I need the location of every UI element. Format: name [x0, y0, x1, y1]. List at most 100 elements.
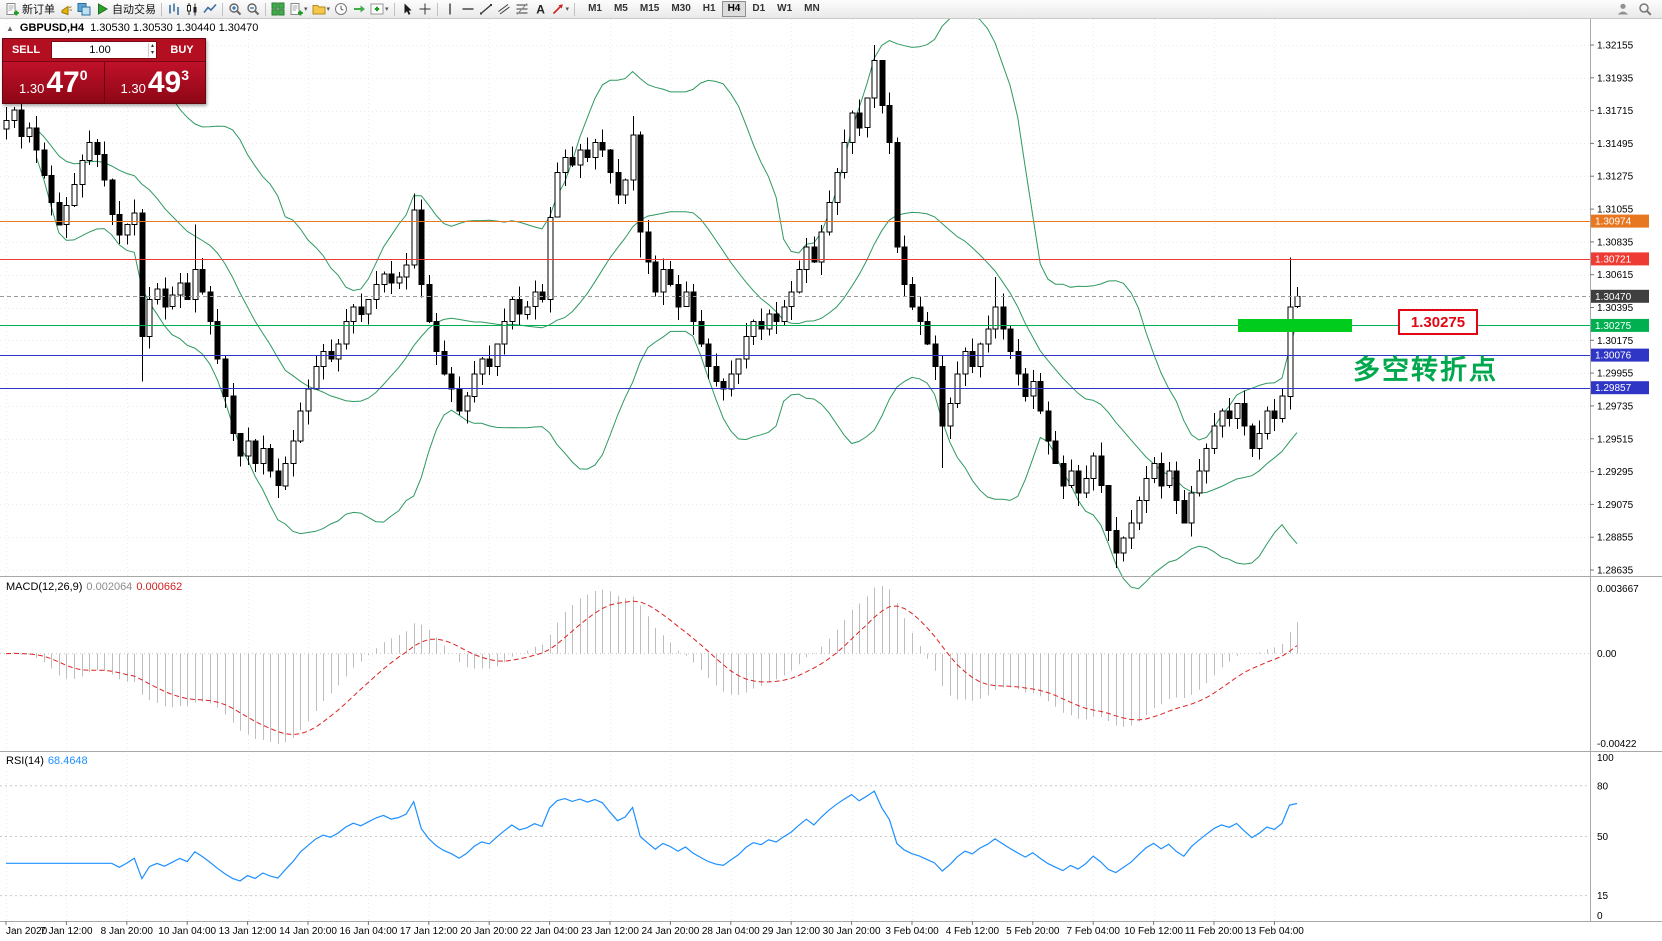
macd-panel-series	[0, 586, 1590, 744]
autotrading-button[interactable]: 自动交易	[93, 1, 158, 18]
zoom-out-icon[interactable]	[244, 1, 262, 18]
toolbar-separator	[161, 2, 162, 16]
timeframe-h4-button[interactable]: H4	[721, 1, 747, 17]
svg-text:14 Jan 20:00: 14 Jan 20:00	[279, 926, 337, 937]
auto-scroll-icon[interactable]	[332, 1, 350, 18]
symbol-info-line: ▲ GBPUSD,H4 1.30530 1.30530 1.30440 1.30…	[6, 22, 258, 34]
timeframe-m15-button[interactable]: M15	[639, 3, 660, 14]
svg-text:10 Feb 12:00: 10 Feb 12:00	[1124, 926, 1183, 937]
candlestick-series	[3, 45, 1301, 568]
macd-signal-value: 0.000662	[136, 581, 183, 593]
line-chart-icon[interactable]	[201, 1, 219, 18]
timeframe-m5-button[interactable]: M5	[613, 3, 628, 14]
svg-text:4 Feb 12:00: 4 Feb 12:00	[946, 926, 1000, 937]
toolbar-separator	[222, 2, 223, 16]
volume-spinner[interactable]: ▴ ▾	[147, 43, 156, 57]
rsi-panel-series	[0, 785, 1590, 897]
svg-text:1.29515: 1.29515	[1597, 434, 1634, 445]
tile-windows-icon[interactable]	[269, 1, 287, 18]
alerts-icon[interactable]	[57, 1, 75, 18]
svg-text:1.31495: 1.31495	[1597, 139, 1634, 150]
rsi-indicator-label: RSI(14) 68.4648	[6, 755, 88, 767]
macd-indicator-label: MACD(12,26,9) 0.002064 0.000662	[6, 581, 182, 593]
svg-text:Jan 2020: Jan 2020	[6, 926, 48, 937]
svg-text:1.30835: 1.30835	[1597, 237, 1634, 248]
price-tag	[1591, 214, 1649, 228]
crosshair-icon[interactable]	[416, 1, 434, 18]
svg-text:30 Jan 20:00: 30 Jan 20:00	[823, 926, 881, 937]
timeframe-m30-button[interactable]: M30	[671, 3, 691, 14]
vertical-line-icon[interactable]	[441, 1, 459, 18]
community-icon[interactable]	[1614, 1, 1632, 18]
bar-chart-icon[interactable]	[165, 1, 183, 18]
buy-button[interactable]: BUY	[170, 44, 194, 56]
svg-text:17 Jan 12:00: 17 Jan 12:00	[400, 926, 458, 937]
timeframe-w1-button[interactable]: W1	[777, 3, 793, 14]
svg-text:8 Jan 20:00: 8 Jan 20:00	[101, 926, 154, 937]
svg-text:11 Feb 20:00: 11 Feb 20:00	[1185, 926, 1244, 937]
macd-name: MACD(12,26,9)	[6, 581, 83, 593]
new-order-button[interactable]: 新订单	[3, 1, 57, 18]
price-tag	[1591, 318, 1649, 332]
svg-text:29 Jan 12:00: 29 Jan 12:00	[762, 926, 820, 937]
svg-text:1.30974: 1.30974	[1595, 217, 1632, 228]
equidistant-channel-icon[interactable]	[495, 1, 513, 18]
buy-price-button[interactable]: 1.30 49 3	[104, 62, 205, 103]
timeframe-h1-button[interactable]: H1	[702, 3, 716, 14]
svg-text:23 Jan 12:00: 23 Jan 12:00	[581, 926, 639, 937]
svg-text:1.30076: 1.30076	[1595, 351, 1632, 362]
cursor-icon[interactable]	[398, 1, 416, 18]
panel-separators[interactable]	[0, 19, 1662, 922]
sell-price-big: 47	[46, 65, 80, 99]
green-zone-rect[interactable]	[1238, 318, 1352, 332]
price-level-callout-text: 1.30275	[1410, 313, 1466, 331]
svg-text:0: 0	[1597, 911, 1603, 922]
symbol-title: GBPUSD,H4	[19, 22, 85, 34]
horizontal-level-lines[interactable]	[0, 221, 1590, 389]
timeframe-mn-button[interactable]: MN	[804, 3, 820, 14]
new-chart-icon[interactable]: ▾	[287, 1, 310, 18]
indicators-icon[interactable]: ▾	[368, 1, 391, 18]
svg-text:1.29955: 1.29955	[1597, 369, 1634, 380]
toolbar: 新订单 自动交易 ▾ ▾ ▾ A ▾ M1 M5 M15 M30 H1 H4 D1 W1 MN	[0, 0, 1662, 19]
price-scale[interactable]: 1.32155 1.31935 1.31715 1.31495 1.31275 1.310…	[1590, 41, 1649, 923]
svg-text:A: A	[536, 3, 545, 17]
svg-text:1.30175: 1.30175	[1597, 336, 1634, 347]
price-divider	[103, 62, 105, 103]
profiles-icon[interactable]: ▾	[310, 1, 333, 18]
price-tag	[1591, 348, 1649, 362]
arrows-tool-icon[interactable]: ▾	[549, 1, 572, 18]
chart-shift-icon[interactable]	[350, 1, 368, 18]
horizontal-line-icon[interactable]	[459, 1, 477, 18]
sell-button[interactable]: SELL	[11, 44, 41, 56]
price-level-callout[interactable]: 1.30275	[1398, 309, 1478, 335]
svg-text:7 Feb 04:00: 7 Feb 04:00	[1067, 926, 1121, 937]
toolbar-separator	[265, 2, 266, 16]
search-icon[interactable]	[1636, 1, 1654, 18]
one-click-collapse-icon[interactable]: ▲	[6, 23, 14, 33]
timeframe-m1-button[interactable]: M1	[588, 3, 602, 14]
svg-text:1.30395: 1.30395	[1597, 303, 1634, 314]
svg-text:10 Jan 04:00: 10 Jan 04:00	[158, 926, 216, 937]
chart-windows-icon[interactable]	[75, 1, 93, 18]
trendline-icon[interactable]	[477, 1, 495, 18]
rsi-name: RSI(14)	[6, 755, 44, 767]
turning-point-note[interactable]: 多空转折点	[1353, 355, 1498, 385]
fibonacci-icon[interactable]	[513, 1, 531, 18]
volume-input[interactable]	[52, 43, 148, 57]
svg-text:1.31275: 1.31275	[1597, 172, 1634, 183]
zoom-in-icon[interactable]	[226, 1, 244, 18]
timeframe-d1-button[interactable]: D1	[752, 3, 766, 14]
price-tag	[1591, 289, 1649, 303]
buy-price-prefix: 1.30	[120, 81, 146, 96]
svg-text:20 Jan 20:00: 20 Jan 20:00	[460, 926, 518, 937]
toolbar-separator	[574, 2, 576, 16]
bollinger-bands	[35, 14, 1298, 590]
candlestick-chart-icon[interactable]	[183, 1, 201, 18]
text-tool-icon[interactable]: A	[531, 1, 549, 18]
svg-text:1.30275: 1.30275	[1595, 321, 1632, 332]
sell-price-button[interactable]: 1.30 47 0	[3, 62, 104, 103]
toolbar-separator	[436, 2, 438, 16]
